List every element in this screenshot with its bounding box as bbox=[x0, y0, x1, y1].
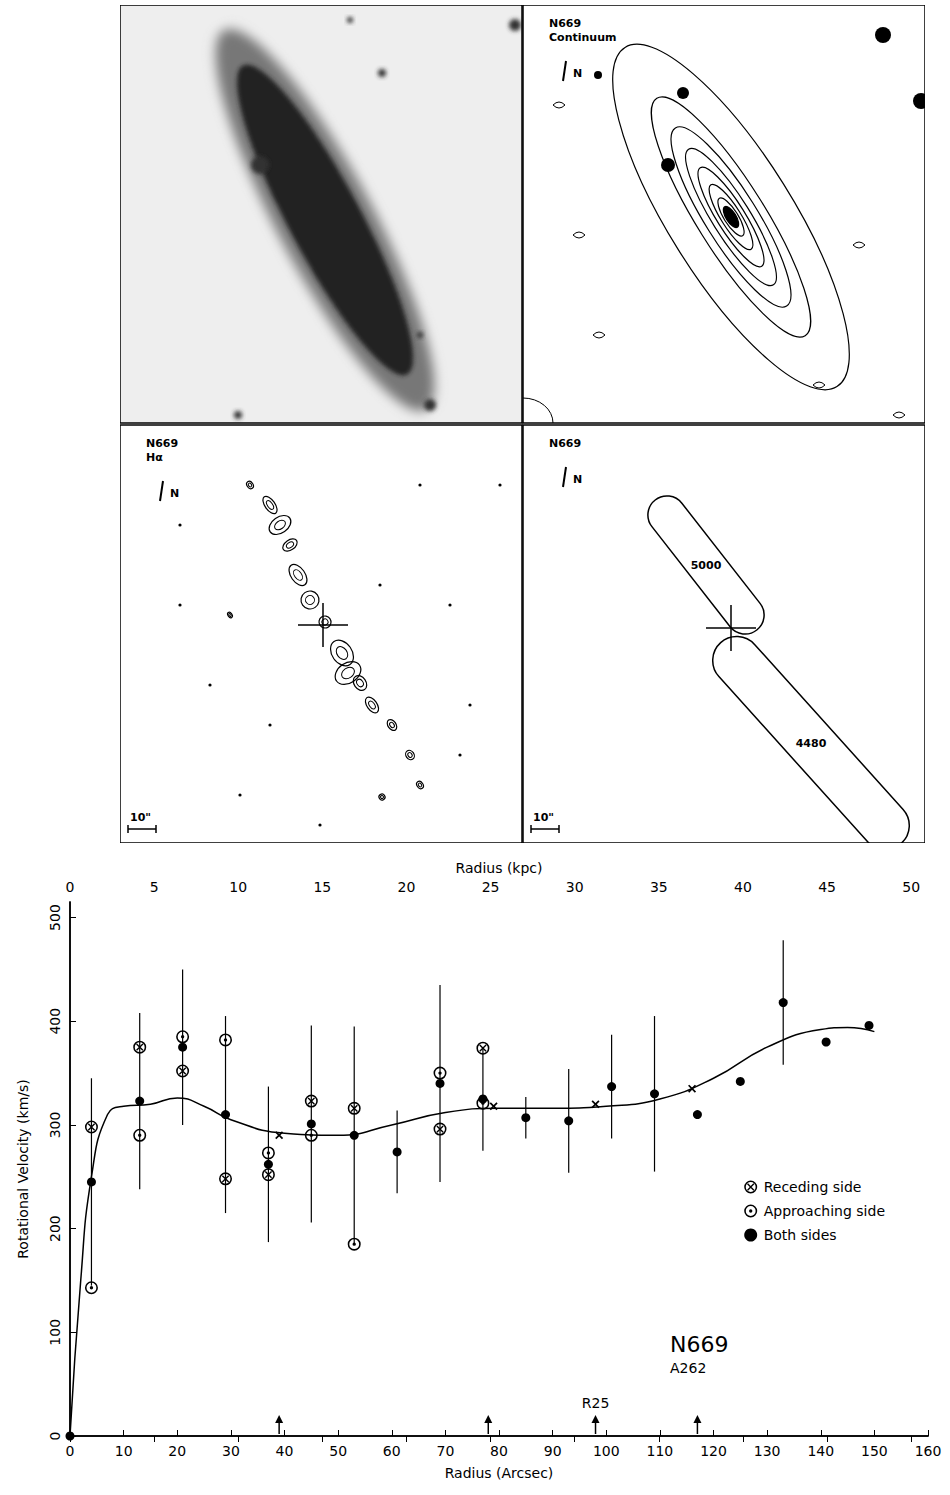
svg-text:25: 25 bbox=[482, 879, 500, 895]
svg-text:160: 160 bbox=[915, 1443, 942, 1459]
svg-text:80: 80 bbox=[490, 1443, 508, 1459]
svg-text:110: 110 bbox=[647, 1443, 674, 1459]
svg-text:N: N bbox=[170, 487, 179, 500]
svg-text:140: 140 bbox=[807, 1443, 834, 1459]
svg-text:10": 10" bbox=[130, 811, 151, 824]
svg-text:35: 35 bbox=[650, 879, 668, 895]
svg-text:0: 0 bbox=[66, 1443, 75, 1459]
svg-text:130: 130 bbox=[754, 1443, 781, 1459]
svg-text:15: 15 bbox=[313, 879, 331, 895]
svg-text:N669: N669 bbox=[670, 1332, 728, 1357]
svg-text:Approaching side: Approaching side bbox=[764, 1203, 885, 1219]
svg-text:200: 200 bbox=[47, 1215, 63, 1242]
svg-text:10": 10" bbox=[533, 811, 554, 824]
svg-text:30: 30 bbox=[566, 879, 584, 895]
svg-text:Rotational Velocity (km/s): Rotational Velocity (km/s) bbox=[15, 1079, 31, 1259]
svg-text:20: 20 bbox=[168, 1443, 186, 1459]
svg-text:40: 40 bbox=[734, 879, 752, 895]
svg-text:N: N bbox=[573, 473, 582, 486]
svg-text:5: 5 bbox=[150, 879, 159, 895]
svg-text:50: 50 bbox=[329, 1443, 347, 1459]
svg-text:400: 400 bbox=[47, 1008, 63, 1035]
svg-text:90: 90 bbox=[544, 1443, 562, 1459]
svg-text:300: 300 bbox=[47, 1112, 63, 1139]
svg-text:70: 70 bbox=[436, 1443, 454, 1459]
svg-text:5000: 5000 bbox=[691, 559, 722, 572]
svg-text:10: 10 bbox=[229, 879, 247, 895]
svg-text:150: 150 bbox=[861, 1443, 888, 1459]
svg-text:50: 50 bbox=[902, 879, 920, 895]
svg-text:0: 0 bbox=[47, 1432, 63, 1441]
svg-text:N669: N669 bbox=[146, 437, 178, 450]
svg-text:Radius (Arcsec): Radius (Arcsec) bbox=[445, 1465, 554, 1481]
svg-text:45: 45 bbox=[818, 879, 836, 895]
svg-text:R25: R25 bbox=[582, 1395, 610, 1411]
svg-text:10: 10 bbox=[115, 1443, 133, 1459]
svg-text:Radius (kpc): Radius (kpc) bbox=[455, 860, 542, 876]
svg-text:100: 100 bbox=[47, 1319, 63, 1346]
svg-text:Both sides: Both sides bbox=[764, 1227, 837, 1243]
svg-text:40: 40 bbox=[276, 1443, 294, 1459]
svg-text:N669: N669 bbox=[549, 17, 581, 30]
svg-text:20: 20 bbox=[398, 879, 416, 895]
svg-text:4480: 4480 bbox=[796, 737, 827, 750]
svg-text:500: 500 bbox=[47, 904, 63, 931]
svg-text:N: N bbox=[573, 67, 582, 80]
svg-text:N669: N669 bbox=[549, 437, 581, 450]
svg-text:30: 30 bbox=[222, 1443, 240, 1459]
svg-text:A262: A262 bbox=[670, 1360, 706, 1376]
svg-text:Continuum: Continuum bbox=[549, 31, 616, 44]
svg-text:0: 0 bbox=[66, 879, 75, 895]
svg-text:60: 60 bbox=[383, 1443, 401, 1459]
svg-text:Receding side: Receding side bbox=[764, 1179, 862, 1195]
svg-text:Hα: Hα bbox=[146, 451, 163, 464]
svg-text:120: 120 bbox=[700, 1443, 727, 1459]
svg-text:100: 100 bbox=[593, 1443, 620, 1459]
